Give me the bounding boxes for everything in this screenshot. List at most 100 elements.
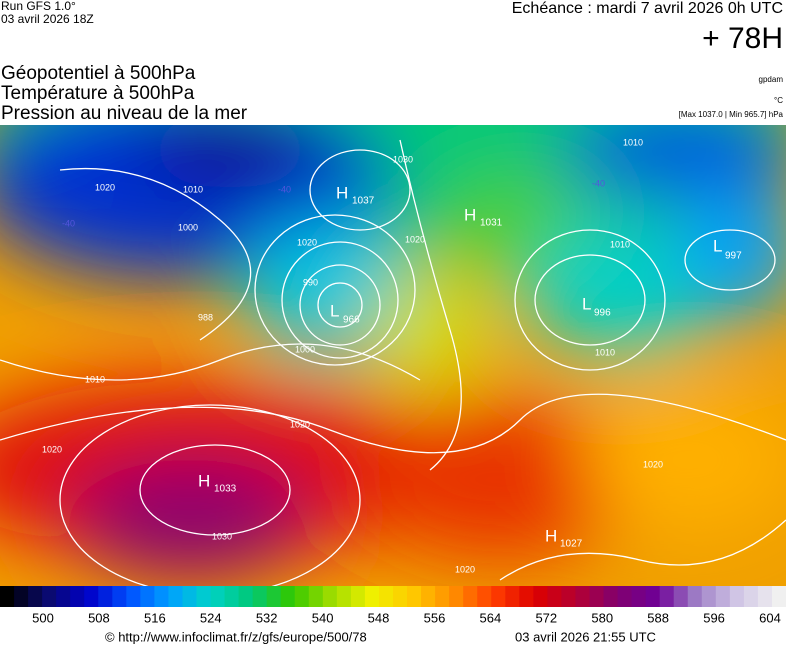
colorbar-swatch: [42, 586, 57, 607]
colorbar-swatch: [280, 586, 296, 607]
colorbar-swatch: [477, 586, 492, 607]
colorbar-swatch: [252, 586, 268, 607]
center-type: L: [713, 236, 722, 255]
isobar-label: 988: [198, 312, 213, 322]
center-value: 1027: [560, 539, 583, 550]
field: Pression au niveau de la mer: [1, 103, 248, 124]
colorbar-swatch: [435, 586, 450, 607]
colorbar-swatch: [182, 586, 197, 607]
unit: gpdam: [759, 75, 784, 84]
colorbar-swatch: [56, 586, 71, 607]
colorbar-swatch: [505, 586, 520, 607]
colorbar-swatch: [743, 586, 759, 607]
isobar-label: 1000: [178, 222, 198, 232]
isobar-label: 1020: [643, 459, 663, 469]
colorbar-swatch: [84, 586, 99, 607]
field: Température à 500hPa: [1, 83, 195, 104]
colorbar-label: 564: [480, 610, 502, 625]
colorbar-swatch: [168, 586, 183, 607]
colorbar-swatch: [112, 586, 127, 607]
colorbar-swatch: [126, 586, 141, 607]
colorbar-swatch: [407, 586, 422, 607]
colorbar-swatch: [547, 586, 562, 607]
colorbar-swatch: [463, 586, 478, 607]
colorbar: 500 508 516 524 532 540 548 556 564 572 580 588 596 6…: [0, 586, 786, 625]
isobar-label: 1020: [290, 419, 310, 429]
colorbar-swatch: [70, 586, 85, 607]
isobar-label: 1020: [405, 234, 425, 244]
run: Run GFS 1.0°: [1, 0, 76, 13]
isobar-label: 1000: [295, 344, 315, 354]
center-type: H: [336, 183, 348, 202]
center-value: 1031: [480, 218, 503, 229]
center-value: 996: [594, 308, 611, 319]
isobar-label: 1010: [183, 184, 203, 194]
colorbar-swatch: [715, 586, 731, 607]
isobar-label: 1020: [95, 182, 115, 192]
timestamp: 03 avril 2026 21:55 UTC: [515, 629, 656, 644]
colorbar-swatch: [294, 586, 310, 607]
colorbar-label: 516: [144, 610, 166, 625]
colorbar-swatch: [322, 586, 338, 607]
center-value: 966: [343, 315, 360, 326]
colorbar-swatch: [449, 586, 464, 607]
colorbar-swatch: [617, 586, 633, 607]
colorbar-swatch: [224, 586, 240, 607]
isobars: [0, 139, 786, 586]
isobar-label: 1020: [297, 237, 317, 247]
colorbar-swatch: [336, 586, 352, 607]
colorbar-label: 556: [424, 610, 446, 625]
colorbar-swatch: [196, 586, 212, 607]
map: 988 1010 1000 1020 1030 1020 990 1000 10…: [0, 125, 786, 586]
colorbar-swatch: [729, 586, 745, 607]
colorbar-label: 596: [703, 610, 725, 625]
colorbar-swatch: [140, 586, 155, 607]
colorbar-swatch: [603, 586, 619, 607]
field: Géopotentiel à 500hPa: [1, 63, 196, 84]
colorbar-label: 532: [256, 610, 278, 625]
colorbar-swatch: [533, 586, 548, 607]
colorbar-swatch: [28, 586, 43, 607]
colorbar-swatch: [14, 586, 29, 607]
temperature-label: -40: [62, 218, 75, 228]
temperature-label: -40: [592, 178, 605, 188]
center-type: L: [582, 294, 591, 313]
valid-time: Echéance : mardi 7 avril 2026 0h UTC: [512, 0, 783, 17]
colorbar-swatch: [491, 586, 506, 607]
pressure-range: [Max 1037.0 | Min 965.7] hPa: [679, 110, 784, 119]
colorbar-swatch: [0, 586, 15, 607]
center-value: 1037: [352, 196, 375, 207]
colorbar-swatch: [266, 586, 282, 607]
colorbar-swatch: [308, 586, 324, 607]
colorbar-swatch: [575, 586, 590, 607]
colorbar-swatch: [757, 586, 773, 607]
center-value: 997: [725, 251, 742, 262]
lead-time: + 78H: [702, 22, 783, 55]
colorbar-label: 604: [759, 610, 781, 625]
pressure-centers: H 1037 L 966 H 1031 L 997 L 996 H 1033 H…: [198, 183, 742, 549]
colorbar-swatch: [659, 586, 675, 607]
center-type: H: [545, 526, 557, 545]
isobar-label: 1030: [393, 154, 413, 164]
colorbar-swatch: [350, 586, 366, 607]
isobar-label: 1010: [610, 239, 630, 249]
header: Run GFS 1.0° 03 avril 2026 18Z Echéance …: [1, 0, 784, 124]
colorbar-swatch: [687, 586, 703, 607]
colorbar-swatch: [519, 586, 534, 607]
colorbar-swatch: [210, 586, 226, 607]
temperature-label: -40: [278, 184, 291, 194]
colorbar-swatch: [645, 586, 661, 607]
colorbar-label: 548: [368, 610, 390, 625]
center-type: H: [464, 205, 476, 224]
colorbar-label: 524: [200, 610, 222, 625]
colorbar-swatch: [421, 586, 436, 607]
colorbar-label: 540: [312, 610, 334, 625]
colorbar-swatch: [378, 586, 394, 607]
colorbar-swatch: [393, 586, 408, 607]
isobar-label: 1030: [212, 531, 232, 541]
colorbar-swatch: [98, 586, 113, 607]
colorbar-swatch: [238, 586, 254, 607]
isobar-label: 1010: [85, 374, 105, 384]
isobar-label: 1020: [42, 444, 62, 454]
